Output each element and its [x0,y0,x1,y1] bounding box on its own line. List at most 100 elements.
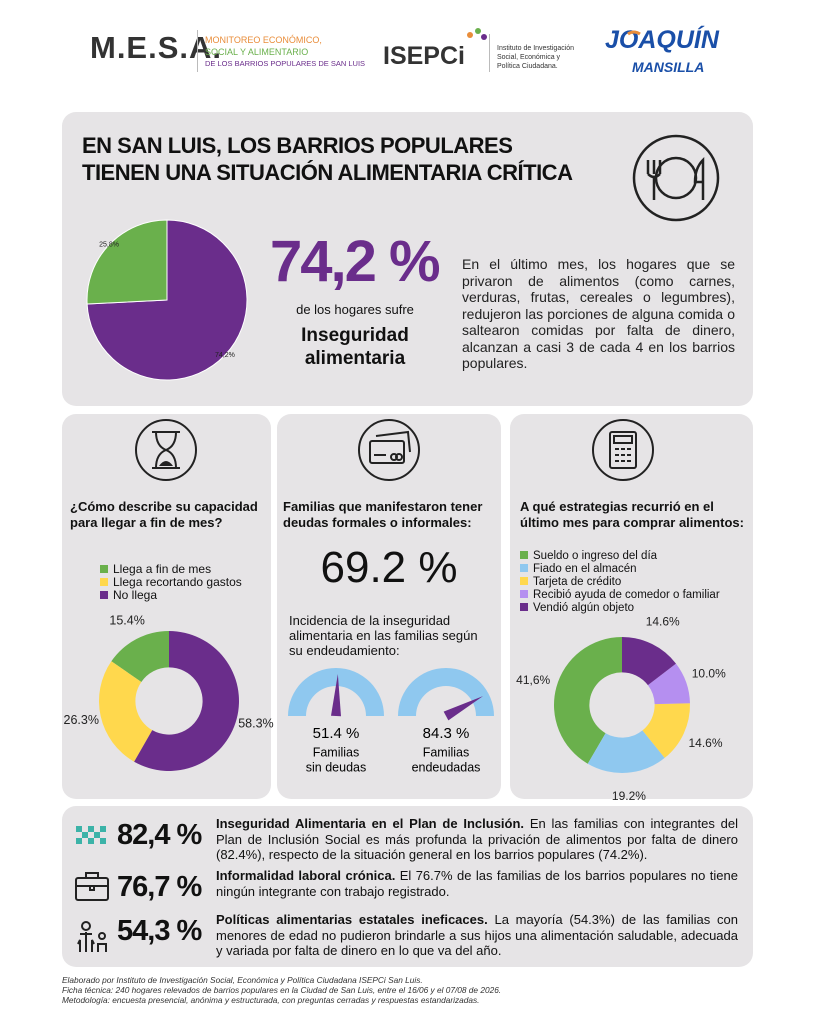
slice [622,637,676,686]
legend-item: No llega [100,589,242,602]
gauge-needle [331,674,341,717]
legend-label: No llega [113,588,158,602]
emphasis-line: alimentaria [304,348,406,369]
footer-line: Metodología: encuesta presencial, anónim… [62,995,480,1005]
value-label: 19.2% [612,789,646,803]
divider [489,34,490,72]
slice [647,663,690,705]
legend-label: Tarjeta de crédito [533,576,622,588]
gauge-label: Familias [423,745,470,759]
gauge-value: 84.3 % [423,725,470,742]
legend-label: Recibió ayuda de comedor o familiar [533,589,720,601]
isepci-line: Social, Económica y [497,54,561,61]
logo-dot [475,28,481,34]
hero-title: EN SAN LUIS, LOS BARRIOS POPULARES TIENE… [82,132,573,186]
legend-swatch [520,564,528,572]
legend-item: Tarjeta de crédito [520,576,720,589]
slice [587,730,665,773]
hourglass-sand [159,461,173,466]
legend-item: Fiado en el almacén [520,563,720,576]
isepci-line: Instituto de Investigación [497,45,575,52]
mesa-line: DE LOS BARRIOS POPULARES DE SAN LUIS [205,59,366,68]
gauge-label: endeudadas [412,760,481,774]
isepci-logo: ISEPCi [383,42,465,70]
slice [642,703,690,758]
gauge-label: sin deudas [306,760,366,774]
highlight-lead: Informalidad laboral crónica. [216,868,396,883]
panel-title: A qué estrategias recurrió en el último … [520,499,744,530]
panel-title: ¿Cómo describe su capacidad para llegar … [70,499,258,530]
calculator-icon [592,419,654,481]
gauge-value: 51.4 % [313,725,360,742]
value-label: 10.0% [692,667,726,681]
family-icon [77,921,107,952]
legend-item: Vendió algún objeto [520,602,720,615]
hero-emphasis: Inseguridad alimentaria [270,324,440,370]
highlights-panel [62,806,753,967]
highlight-body: La mayoría (54.3%) de las familias con m… [216,912,738,958]
legend-label: Fiado en el almacén [533,563,637,575]
legend-swatch [520,551,528,559]
legend-label: Sueldo o ingreso del día [533,550,658,562]
legend: Sueldo o ingreso del día Fiado en el alma… [520,550,720,615]
title-line: TIENEN UNA SITUACIÓN ALIMENTARIA CRÍTICA [82,160,573,185]
slice [99,661,153,762]
highlight-body: El 76.7% de las familias de los barrios … [216,868,738,899]
value-label: 14.6% [688,736,722,750]
logo-accent [627,30,641,36]
legend-swatch [100,565,108,573]
logo-dot [467,32,473,38]
gauge-needle [443,696,483,721]
mesa-lines: MONITOREO ECONÓMICO, SOCIAL Y ALIMENTARI… [205,34,365,70]
isepci-line: Política Ciudadana. [497,63,558,70]
legend-label: Llega recortando gastos [113,575,242,589]
legend-label: Llega a fin de mes [113,562,212,576]
hero-caption: de los hogares sufre [296,302,414,317]
legend: Llega a fin de mes Llega recortando gasto… [100,563,242,602]
legend-swatch [100,578,108,586]
value-label: 41,6% [516,673,550,687]
legend-item: Llega a fin de mes [100,563,242,576]
slice [86,219,168,305]
isepci-lines: Instituto de Investigación Social, Econó… [497,44,574,71]
logo-bottom: MANSILLA [632,59,705,75]
value-label: 58.3% [238,716,273,730]
mesa-logo: M.E.S.A. [90,30,223,65]
slice [111,631,169,682]
highlight-value: 76,7 % [117,871,202,903]
legend-label: Vendió algún objeto [533,602,635,614]
hero-value: 74,2 % [270,229,441,294]
gauge-label: Familias [313,745,360,759]
debt-value: 69.2 % [320,543,458,592]
mesa-line: MONITOREO ECONÓMICO, [205,35,322,45]
highlight-lead: Políticas alimentarias estatales inefica… [216,912,488,927]
legend-item: Recibió ayuda de comedor o familiar [520,589,720,602]
highlight-value: 54,3 % [117,915,202,947]
highlight-body: En las familias con integrantes del Plan… [216,816,738,862]
logo-top: JOAQUÍN [605,26,719,54]
value-label: 15.4% [109,614,144,628]
value-label: 25,8% [99,242,119,249]
mesa-line: SOCIAL Y ALIMENTARIO [205,47,309,57]
card-icon [358,419,420,481]
gauge-track [288,668,384,716]
footer-line: Elaborado por Instituto de Investigación… [62,975,423,985]
value-label: 74,2% [215,352,235,359]
highlight-value: 82,4 % [117,819,202,851]
plate-icon [632,134,720,222]
legend-swatch [520,603,528,611]
highlight-text: Inseguridad Alimentaria en el Plan de In… [216,816,738,863]
legend-item: Sueldo o ingreso del día [520,550,720,563]
logo-dot [481,34,487,40]
slice [554,637,622,764]
footer: Elaborado por Instituto de Investigación… [62,975,501,1005]
highlight-text: Políticas alimentarias estatales inefica… [216,912,738,959]
title-line: EN SAN LUIS, LOS BARRIOS POPULARES [82,133,513,158]
debt-subtitle: Incidencia de la inseguridad alimentaria… [289,613,478,658]
briefcase-icon [75,872,109,901]
hero-text: En el último mes, los hogares que se pri… [462,256,735,371]
highlight-text: Informalidad laboral crónica. El 76.7% d… [216,868,738,899]
value-label: 26.3% [64,713,99,727]
